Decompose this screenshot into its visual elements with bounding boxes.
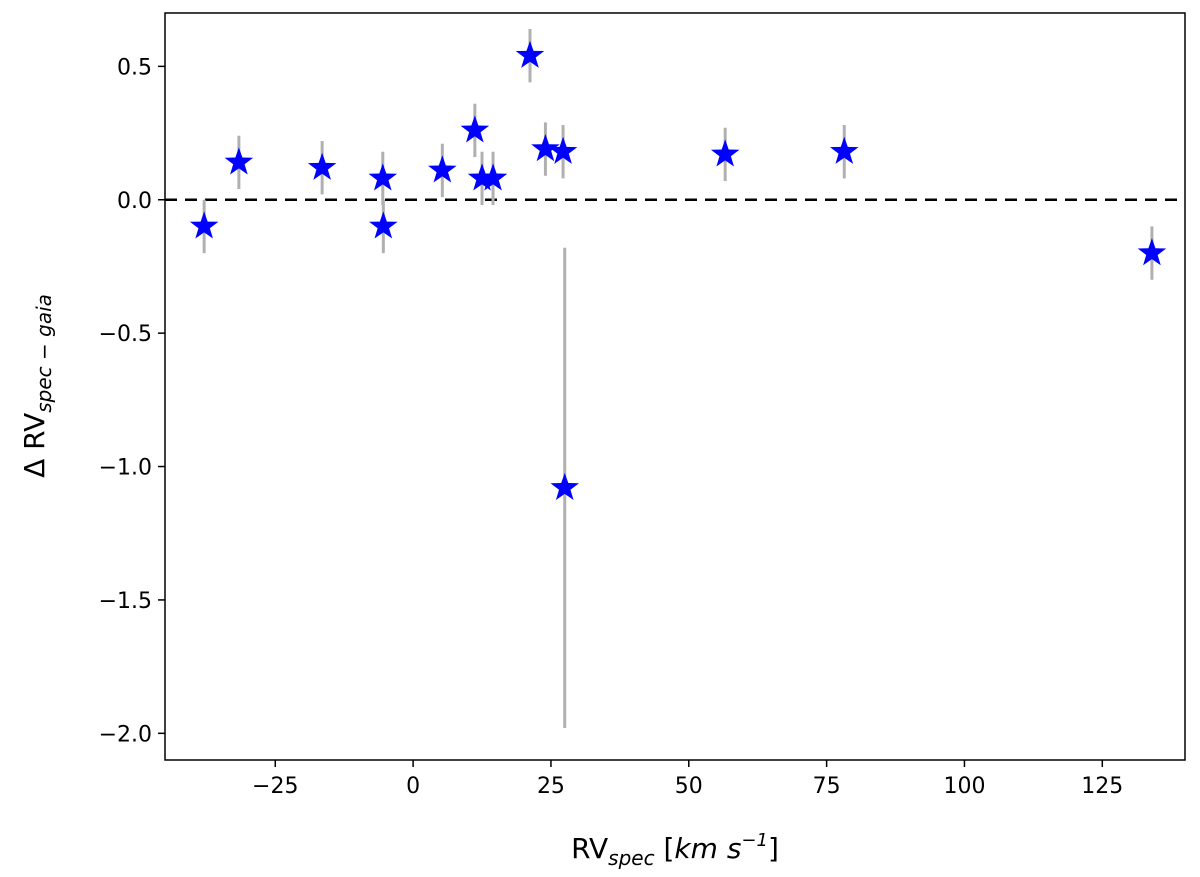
data-point-star bbox=[710, 139, 740, 167]
x-tick-label: 50 bbox=[675, 774, 703, 799]
x-axis-title: RVspec [km s−1] bbox=[571, 830, 779, 870]
data-point-star bbox=[478, 163, 508, 191]
plot-area-frame bbox=[164, 12, 1186, 761]
data-point-star bbox=[368, 163, 398, 191]
y-tick-label: 0.0 bbox=[117, 189, 152, 214]
data-point-star bbox=[189, 211, 219, 239]
x-axis-title-main: RV bbox=[571, 832, 608, 865]
x-tick-label: −25 bbox=[252, 774, 298, 799]
x-tick-label: 75 bbox=[813, 774, 841, 799]
x-axis-title-units-s: s bbox=[727, 832, 742, 865]
x-axis-title-units-space bbox=[718, 832, 727, 865]
x-tick-label: 125 bbox=[1081, 774, 1123, 799]
x-axis-ticks: −25 0 25 50 75 100 125 bbox=[252, 760, 1123, 799]
y-axis-ticks: 0.5 0.0 −0.5 −1.0 −1.5 −2.0 bbox=[99, 55, 165, 747]
x-axis-title-units-km: km bbox=[674, 832, 718, 865]
y-axis-title-sub: spec − gaia bbox=[32, 294, 56, 413]
x-tick-label: 25 bbox=[537, 774, 565, 799]
data-point-star bbox=[460, 115, 490, 143]
x-tick-label: 0 bbox=[406, 774, 420, 799]
y-tick-label: −1.0 bbox=[99, 456, 152, 481]
errorbar-group bbox=[202, 29, 1154, 728]
marker-group bbox=[189, 40, 1167, 501]
data-point-star bbox=[531, 134, 560, 162]
data-point-star bbox=[467, 163, 497, 191]
x-tick-label: 100 bbox=[943, 774, 985, 799]
data-point-star bbox=[1137, 238, 1167, 266]
y-tick-label: −1.5 bbox=[99, 589, 152, 614]
y-axis-title: Δ RVspec − gaia bbox=[18, 294, 56, 478]
data-point-star bbox=[307, 152, 337, 180]
data-point-star bbox=[428, 155, 457, 183]
x-axis-title-units-close: ] bbox=[768, 832, 779, 865]
data-point-star bbox=[515, 40, 545, 68]
data-point-star bbox=[369, 211, 398, 239]
data-point-star bbox=[550, 472, 579, 501]
y-tick-label: −0.5 bbox=[99, 322, 152, 347]
y-axis-title-main: Δ RV bbox=[18, 413, 51, 478]
data-point-star bbox=[548, 136, 578, 164]
data-point-star bbox=[224, 147, 254, 175]
x-axis-title-sub: spec bbox=[608, 846, 654, 870]
x-axis-title-units-exp: −1 bbox=[741, 830, 768, 851]
y-tick-label: −2.0 bbox=[99, 722, 152, 747]
data-point-star bbox=[830, 136, 859, 164]
x-axis-title-units-open: [ bbox=[655, 832, 675, 865]
y-tick-label: 0.5 bbox=[117, 55, 152, 80]
